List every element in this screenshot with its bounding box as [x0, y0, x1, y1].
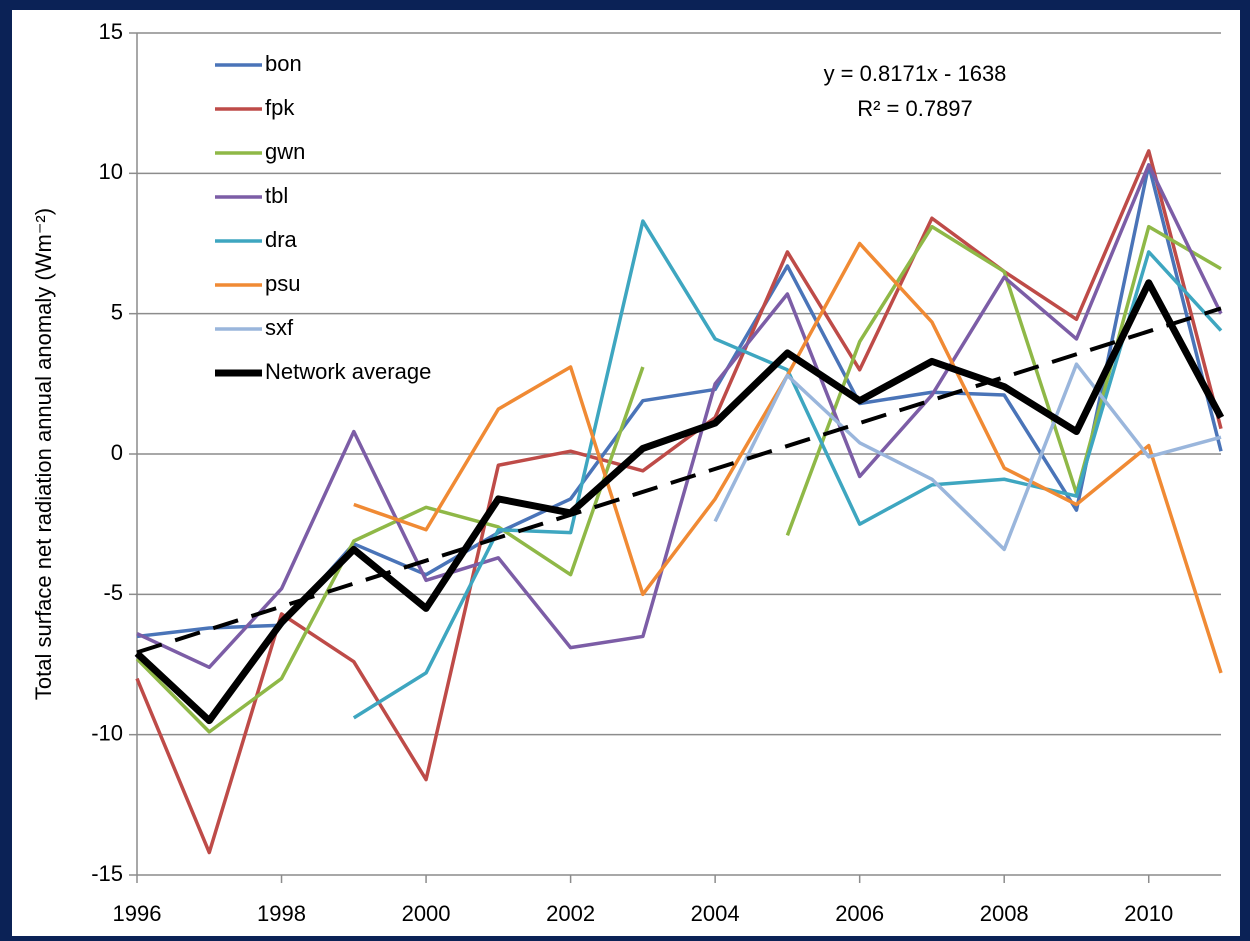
x-tick-label: 2004: [691, 901, 740, 926]
trend-equation: y = 0.8171x - 1638: [824, 61, 1007, 86]
y-tick-label: -15: [91, 861, 123, 886]
legend-label: dra: [265, 227, 298, 252]
series-line: [135, 366, 645, 734]
plot-background: [12, 10, 1240, 936]
x-tick-label: 1998: [257, 901, 306, 926]
trend-line: [136, 306, 1222, 655]
series-line: [135, 149, 1223, 855]
y-tick-label: -5: [103, 580, 123, 605]
x-tick-label: 1996: [113, 901, 162, 926]
x-tick-label: 2010: [1124, 901, 1173, 926]
x-tick-label: 2006: [835, 901, 884, 926]
legend-label: fpk: [265, 95, 295, 120]
series-line: [785, 224, 1222, 537]
trend-r2: R² = 0.7897: [857, 96, 973, 121]
legend-label: psu: [265, 271, 300, 296]
series-line: [136, 163, 1223, 670]
legend-label: Network average: [265, 359, 431, 384]
legend-label: tbl: [265, 183, 288, 208]
y-tick-label: -10: [91, 720, 123, 745]
x-tick-label: 2002: [546, 901, 595, 926]
y-axis-label: Total surface net radiation annual anoma…: [31, 208, 56, 700]
y-tick-label: 0: [111, 440, 123, 465]
x-tick-label: 2000: [402, 901, 451, 926]
legend-label: bon: [265, 51, 302, 76]
legend-label: sxf: [265, 315, 294, 340]
y-tick-label: 5: [111, 299, 123, 324]
legend-label: gwn: [265, 139, 305, 164]
y-tick-label: 10: [99, 159, 123, 184]
y-tick-label: 15: [99, 19, 123, 44]
x-tick-label: 2008: [980, 901, 1029, 926]
series-line: [352, 219, 1223, 720]
series-line: [713, 362, 1222, 552]
series-line: [134, 279, 1225, 725]
